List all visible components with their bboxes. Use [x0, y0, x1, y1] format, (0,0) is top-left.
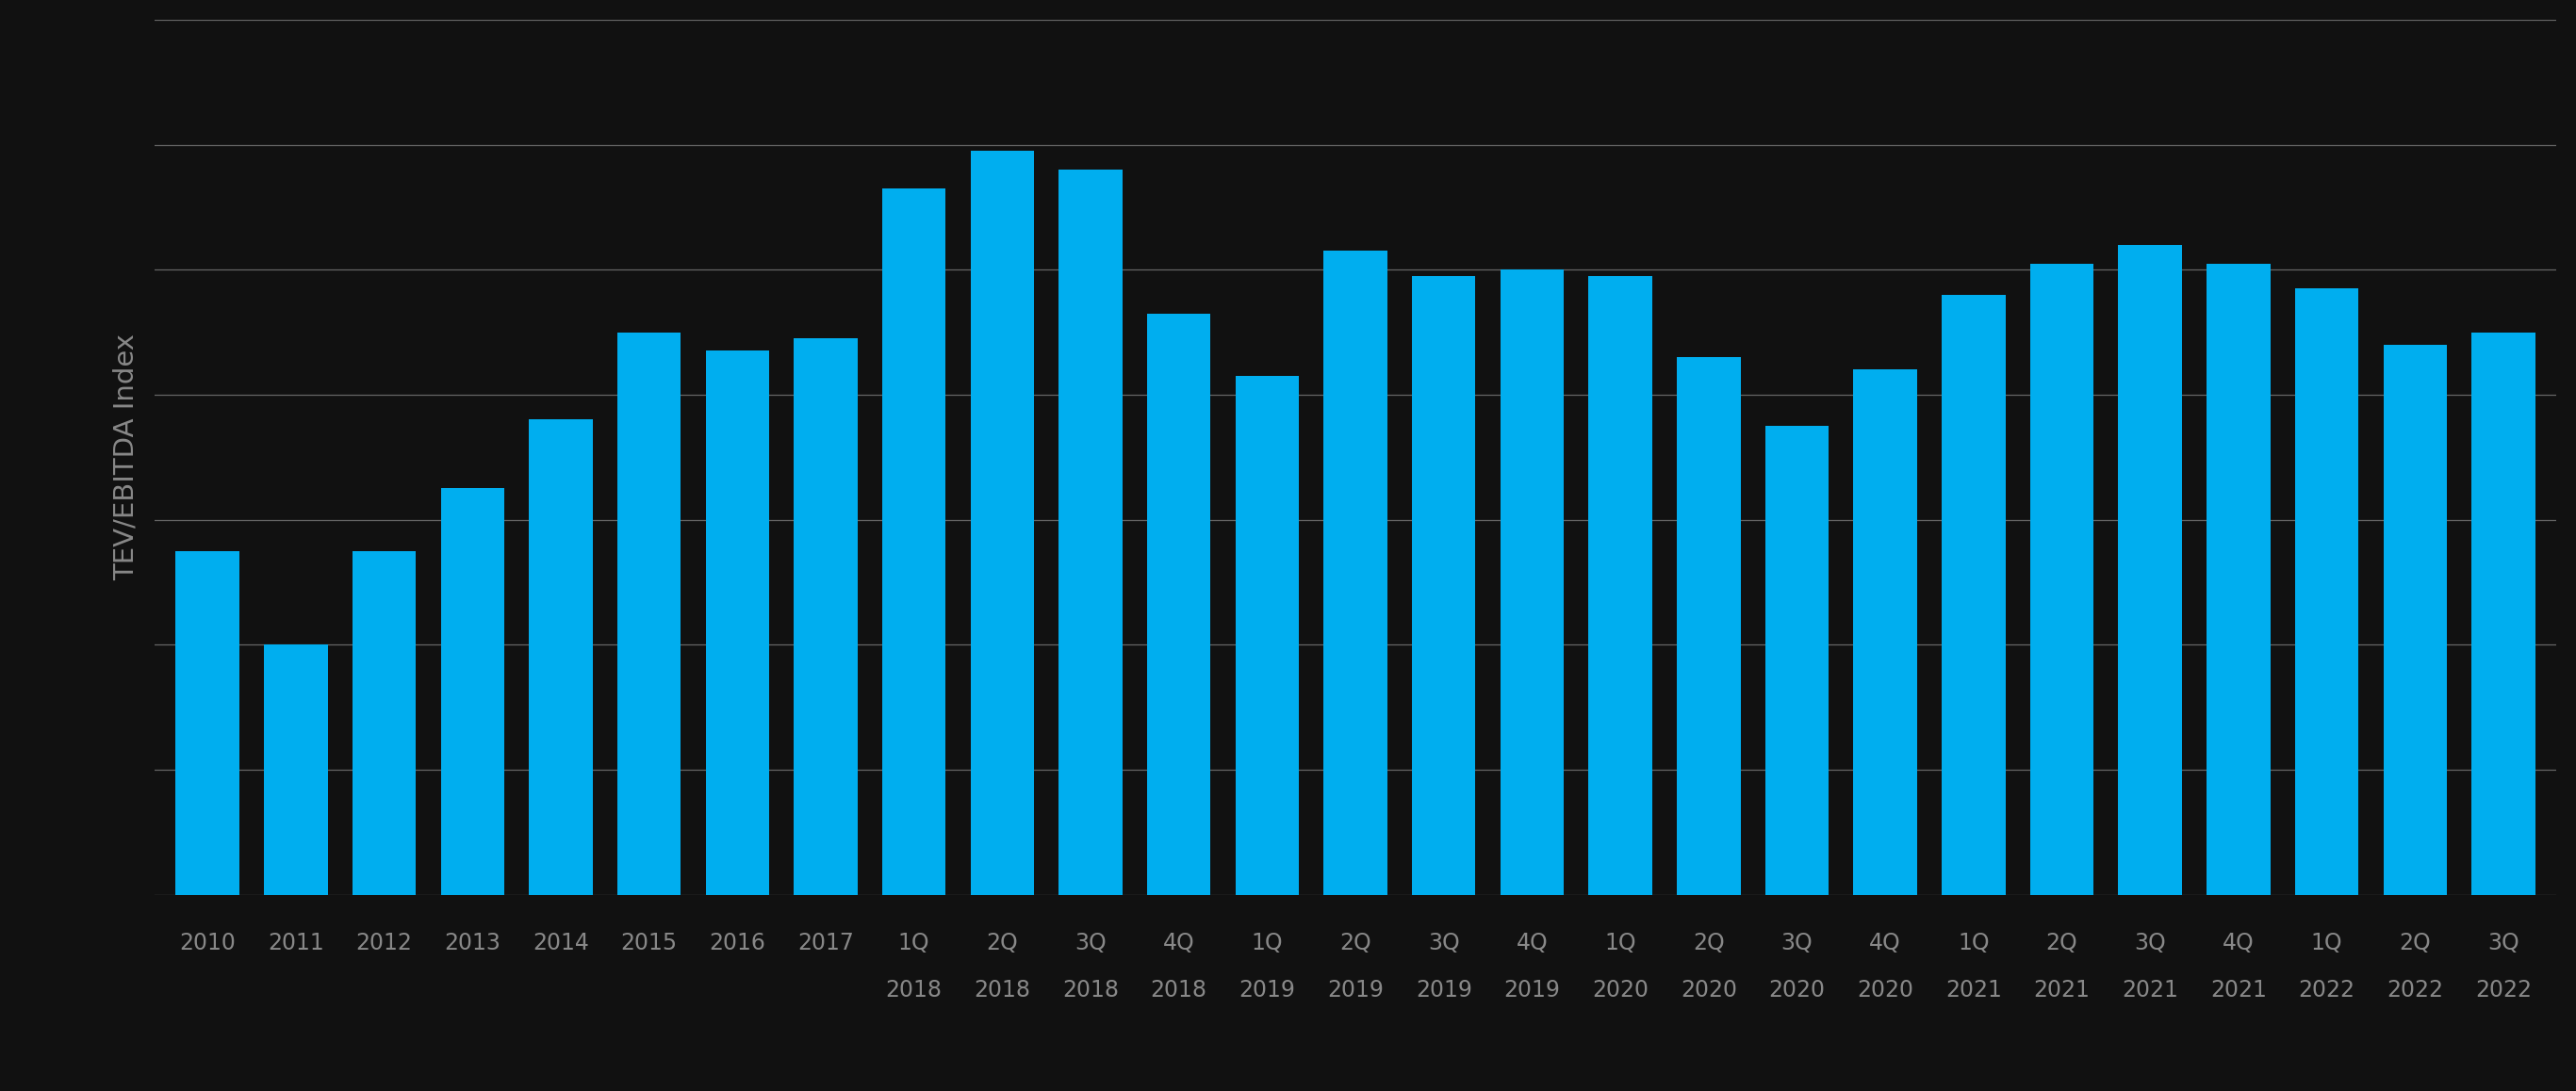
- Text: 2Q: 2Q: [1692, 932, 1723, 955]
- Text: 1Q: 1Q: [2311, 932, 2342, 955]
- Text: 2022: 2022: [2388, 979, 2445, 1002]
- Bar: [440, 489, 505, 895]
- Bar: [1499, 269, 1564, 895]
- Text: 2020: 2020: [1680, 979, 1736, 1002]
- Bar: [1677, 357, 1741, 895]
- Text: 2Q: 2Q: [1340, 932, 1370, 955]
- Bar: [2470, 332, 2535, 895]
- Text: 4Q: 4Q: [1517, 932, 1548, 955]
- Text: 2018: 2018: [886, 979, 943, 1002]
- Bar: [793, 338, 858, 895]
- Text: 1Q: 1Q: [899, 932, 930, 955]
- Bar: [2117, 244, 2182, 895]
- Text: 3Q: 3Q: [1427, 932, 1461, 955]
- Text: 2022: 2022: [2476, 979, 2532, 1002]
- Text: 2020: 2020: [1770, 979, 1826, 1002]
- Text: 2019: 2019: [1327, 979, 1383, 1002]
- Text: 2020: 2020: [1592, 979, 1649, 1002]
- Text: 2020: 2020: [1857, 979, 1914, 1002]
- Text: 2013: 2013: [443, 932, 500, 955]
- Text: 1Q: 1Q: [1605, 932, 1636, 955]
- Text: 2011: 2011: [268, 932, 325, 955]
- Text: 4Q: 4Q: [1162, 932, 1195, 955]
- Text: 2021: 2021: [1945, 979, 2002, 1002]
- Text: 2014: 2014: [533, 932, 590, 955]
- Bar: [1412, 276, 1476, 895]
- Text: 4Q: 4Q: [1870, 932, 1901, 955]
- Text: 2018: 2018: [1151, 979, 1208, 1002]
- Bar: [706, 351, 770, 895]
- Bar: [2030, 263, 2094, 895]
- Text: 2Q: 2Q: [2045, 932, 2079, 955]
- Text: 2016: 2016: [708, 932, 765, 955]
- Bar: [618, 332, 680, 895]
- Text: 2021: 2021: [2210, 979, 2267, 1002]
- Text: 2019: 2019: [1417, 979, 1471, 1002]
- Text: 2010: 2010: [180, 932, 237, 955]
- Bar: [971, 151, 1033, 895]
- Text: 1Q: 1Q: [1252, 932, 1283, 955]
- Bar: [265, 645, 327, 895]
- Text: 3Q: 3Q: [2488, 932, 2519, 955]
- Text: 2019: 2019: [1504, 979, 1561, 1002]
- Bar: [1942, 295, 2004, 895]
- Bar: [353, 551, 415, 895]
- Bar: [1855, 370, 1917, 895]
- Text: 3Q: 3Q: [1780, 932, 1814, 955]
- Bar: [1589, 276, 1651, 895]
- Text: 3Q: 3Q: [1074, 932, 1108, 955]
- Text: 2018: 2018: [1061, 979, 1118, 1002]
- Bar: [1059, 169, 1123, 895]
- Text: 2018: 2018: [974, 979, 1030, 1002]
- Bar: [175, 551, 240, 895]
- Text: 2015: 2015: [621, 932, 677, 955]
- Bar: [2383, 345, 2447, 895]
- Bar: [528, 420, 592, 895]
- Text: 2022: 2022: [2298, 979, 2354, 1002]
- Text: 4Q: 4Q: [2223, 932, 2254, 955]
- Text: 2017: 2017: [799, 932, 853, 955]
- Bar: [2208, 263, 2269, 895]
- Bar: [1236, 376, 1298, 895]
- Bar: [1324, 251, 1388, 895]
- Text: 2019: 2019: [1239, 979, 1296, 1002]
- Text: 1Q: 1Q: [1958, 932, 1989, 955]
- Bar: [881, 189, 945, 895]
- Y-axis label: TEV/EBITDA Index: TEV/EBITDA Index: [113, 334, 139, 580]
- Text: 2021: 2021: [2032, 979, 2089, 1002]
- Text: 2Q: 2Q: [2398, 932, 2432, 955]
- Text: 2Q: 2Q: [987, 932, 1018, 955]
- Bar: [2295, 288, 2360, 895]
- Bar: [1765, 425, 1829, 895]
- Bar: [1146, 313, 1211, 895]
- Text: 2012: 2012: [355, 932, 412, 955]
- Text: 3Q: 3Q: [2136, 932, 2166, 955]
- Text: 2021: 2021: [2123, 979, 2179, 1002]
